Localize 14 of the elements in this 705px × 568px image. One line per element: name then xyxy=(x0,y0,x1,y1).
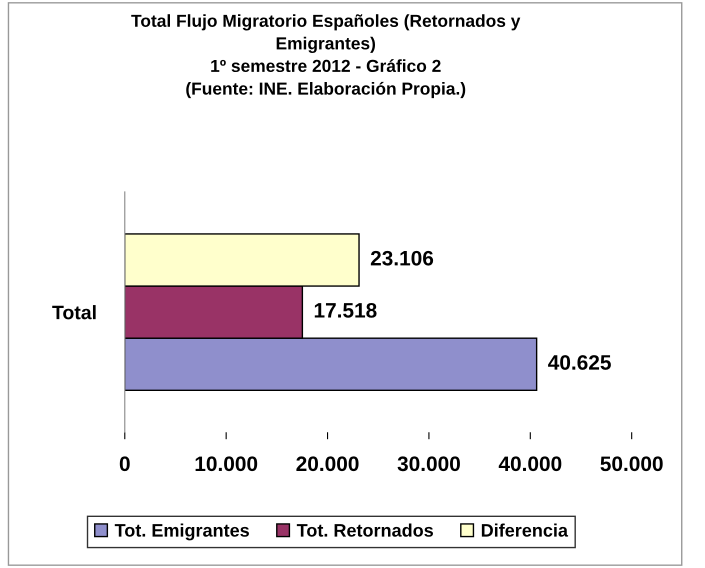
legend-label: Diferencia xyxy=(482,523,568,537)
data-label: 17.518 xyxy=(314,302,377,318)
data-label: 40.625 xyxy=(548,355,611,370)
legend-label: Tot. Emigrantes xyxy=(114,523,249,540)
x-tick-label: 50.000 xyxy=(600,456,663,472)
x-tick-label: 0 xyxy=(120,456,130,472)
data-label: 23.106 xyxy=(370,250,434,266)
x-tick-label: 10.000 xyxy=(196,456,258,472)
x-tick-label: 20.000 xyxy=(296,456,359,472)
legend-label: Tot. Retornados xyxy=(296,523,433,537)
chart-title: Total Flujo Migratorio Españoles (Retornados y Emigrantes) 1º semestre 2012 - Gráfico 2 (Fuente: INE. Elaboración Propia.) xyxy=(131,14,520,98)
x-tick-label: 40.000 xyxy=(498,456,562,472)
y-tick-label: Total xyxy=(52,305,96,320)
x-tick-label: 30.000 xyxy=(398,456,460,472)
